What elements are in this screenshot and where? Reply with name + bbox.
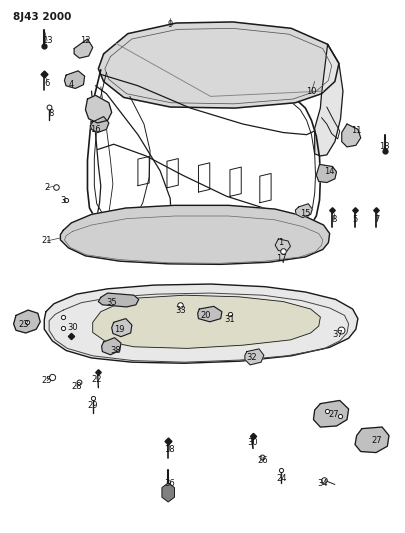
Polygon shape <box>275 239 290 252</box>
Polygon shape <box>316 165 337 182</box>
Text: 23: 23 <box>19 320 30 329</box>
Text: 2: 2 <box>45 183 50 192</box>
Text: 30: 30 <box>247 439 258 448</box>
Text: 27: 27 <box>328 410 339 419</box>
Polygon shape <box>313 400 349 427</box>
Text: 31: 31 <box>225 315 235 324</box>
Text: 30: 30 <box>67 323 78 332</box>
Text: 21: 21 <box>42 237 52 246</box>
Text: 16: 16 <box>90 125 101 134</box>
Text: 34: 34 <box>318 479 328 488</box>
Text: 4: 4 <box>69 79 74 88</box>
Text: 24: 24 <box>276 474 286 482</box>
Polygon shape <box>198 306 222 322</box>
Text: 1: 1 <box>279 238 284 247</box>
Text: 37: 37 <box>333 330 343 339</box>
Text: 7: 7 <box>374 215 379 224</box>
Text: 9: 9 <box>168 20 173 29</box>
Text: 10: 10 <box>306 86 317 95</box>
Polygon shape <box>98 293 139 307</box>
Polygon shape <box>93 295 320 349</box>
Polygon shape <box>14 310 40 333</box>
Polygon shape <box>74 39 93 58</box>
Text: 17: 17 <box>276 254 286 263</box>
Text: 32: 32 <box>246 353 257 362</box>
Polygon shape <box>64 71 85 88</box>
Polygon shape <box>295 204 312 217</box>
Text: 22: 22 <box>92 375 102 384</box>
Text: 20: 20 <box>200 311 211 320</box>
Text: 19: 19 <box>115 325 125 334</box>
Polygon shape <box>245 349 264 365</box>
Polygon shape <box>44 284 358 364</box>
Text: 15: 15 <box>300 209 311 218</box>
Text: 8: 8 <box>331 215 337 224</box>
Polygon shape <box>355 427 389 453</box>
Text: 27: 27 <box>371 437 382 446</box>
Text: 5: 5 <box>352 215 358 224</box>
Text: 14: 14 <box>324 167 335 176</box>
Text: 28: 28 <box>71 382 82 391</box>
Polygon shape <box>112 319 132 337</box>
Polygon shape <box>98 22 339 108</box>
Text: 33: 33 <box>175 305 185 314</box>
Text: 35: 35 <box>107 298 117 307</box>
Text: 38: 38 <box>110 346 121 355</box>
Polygon shape <box>85 95 112 123</box>
Text: 3: 3 <box>61 196 66 205</box>
Text: 12: 12 <box>80 36 91 45</box>
Polygon shape <box>60 205 330 264</box>
Text: 8J43 2000: 8J43 2000 <box>13 12 71 22</box>
Text: 36: 36 <box>164 479 175 488</box>
Text: 25: 25 <box>42 376 52 385</box>
Polygon shape <box>315 44 343 156</box>
Text: 13: 13 <box>379 142 390 151</box>
Text: 26: 26 <box>257 456 268 465</box>
Text: 18: 18 <box>164 446 175 455</box>
Polygon shape <box>342 124 361 147</box>
Polygon shape <box>102 338 121 355</box>
Text: 13: 13 <box>42 36 52 45</box>
Polygon shape <box>90 117 109 133</box>
Text: 6: 6 <box>45 78 50 87</box>
Text: 29: 29 <box>87 401 98 410</box>
Text: 11: 11 <box>351 126 361 135</box>
Text: 8: 8 <box>49 109 54 118</box>
